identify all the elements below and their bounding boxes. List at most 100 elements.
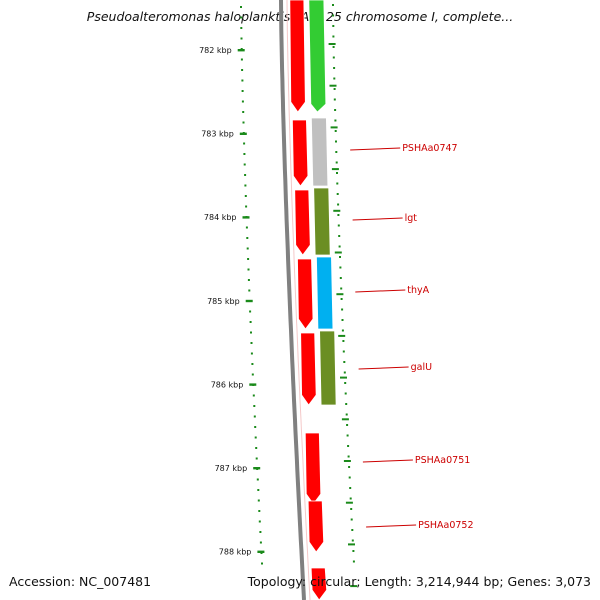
minor-tick bbox=[332, 46, 335, 48]
backbone-arc bbox=[279, 0, 306, 600]
minor-tick bbox=[333, 98, 336, 101]
gene-arrow-minus[interactable] bbox=[289, 0, 306, 113]
minor-tick bbox=[334, 119, 337, 122]
minor-tick bbox=[332, 4, 334, 6]
major-tick bbox=[237, 49, 245, 52]
gene-leader-line bbox=[358, 366, 409, 370]
minor-tick bbox=[334, 130, 337, 132]
minor-tick bbox=[351, 529, 354, 531]
minor-dash bbox=[350, 585, 358, 588]
minor-tick bbox=[257, 499, 260, 502]
minor-tick bbox=[240, 6, 242, 8]
minor-tick bbox=[336, 193, 339, 195]
minor-tick bbox=[335, 161, 338, 164]
genome-summary-text: Topology: circular; Length: 3,214,944 bp… bbox=[247, 574, 591, 589]
minor-tick bbox=[259, 541, 262, 544]
minor-tick bbox=[258, 510, 261, 512]
minor-tick bbox=[338, 245, 341, 248]
minor-tick bbox=[349, 497, 352, 500]
minor-tick bbox=[240, 16, 243, 19]
gene-label[interactable]: PSHAa0747 bbox=[402, 143, 457, 154]
major-tick-label: 783 kbp bbox=[201, 130, 234, 139]
gene-leader-line bbox=[355, 289, 406, 293]
gene-arrow-minus[interactable] bbox=[304, 432, 322, 505]
gene-label[interactable]: thyA bbox=[407, 285, 429, 296]
gene-label[interactable]: lgt bbox=[405, 213, 418, 224]
minor-tick bbox=[252, 394, 255, 397]
gene-arrow-minus[interactable] bbox=[291, 119, 309, 187]
minor-tick bbox=[345, 413, 348, 416]
minor-tick bbox=[350, 518, 353, 521]
gene-label[interactable]: galU bbox=[411, 362, 432, 373]
minor-tick bbox=[248, 289, 251, 292]
minor-tick bbox=[249, 321, 252, 323]
minor-tick bbox=[241, 79, 244, 82]
minor-tick bbox=[339, 266, 342, 269]
minor-tick bbox=[251, 363, 254, 365]
minor-tick bbox=[246, 237, 249, 239]
gene-arrow-minus[interactable] bbox=[300, 332, 317, 406]
minor-tick bbox=[243, 142, 246, 145]
minor-tick bbox=[351, 539, 354, 542]
major-tick-label: 785 kbp bbox=[207, 297, 240, 306]
cog-block-grey[interactable] bbox=[310, 117, 329, 187]
major-tick bbox=[245, 299, 253, 303]
minor-tick bbox=[247, 258, 250, 260]
minor-tick bbox=[241, 100, 244, 103]
minor-tick bbox=[334, 109, 337, 111]
gene-label[interactable]: PSHAa0751 bbox=[415, 455, 470, 466]
minor-tick bbox=[242, 111, 245, 113]
minor-tick bbox=[247, 268, 250, 271]
minor-tick bbox=[257, 489, 260, 491]
gene-arrow-plus[interactable] bbox=[308, 0, 327, 113]
minor-tick bbox=[243, 163, 246, 166]
minor-tick bbox=[256, 478, 259, 481]
minor-tick bbox=[332, 25, 335, 27]
minor-tick bbox=[348, 476, 351, 479]
minor-dash bbox=[330, 126, 338, 129]
minor-tick bbox=[344, 382, 347, 384]
minor-dash bbox=[341, 418, 349, 421]
minor-tick bbox=[250, 342, 253, 344]
minor-tick bbox=[332, 56, 335, 59]
gene-arrow-minus[interactable] bbox=[297, 258, 314, 330]
chromosome-backbone bbox=[279, 0, 311, 600]
minor-tick bbox=[241, 90, 244, 92]
cog-block-olive[interactable] bbox=[319, 330, 337, 406]
minor-tick bbox=[240, 27, 243, 29]
minor-tick bbox=[244, 195, 247, 197]
cog-block-blue[interactable] bbox=[316, 256, 334, 330]
minor-tick bbox=[347, 445, 350, 447]
minor-tick bbox=[333, 67, 336, 69]
gene-features[interactable] bbox=[289, 0, 337, 600]
minor-tick bbox=[259, 531, 262, 533]
minor-tick bbox=[336, 172, 338, 174]
minor-tick bbox=[338, 235, 341, 237]
minor-tick bbox=[253, 415, 256, 418]
gene-arrow-minus[interactable] bbox=[307, 500, 325, 553]
minor-tick bbox=[244, 184, 247, 187]
gene-arrow-minus[interactable] bbox=[294, 189, 311, 256]
cog-block-olive[interactable] bbox=[313, 187, 331, 256]
minor-tick bbox=[340, 287, 343, 290]
minor-tick bbox=[254, 426, 257, 428]
gene-label[interactable]: PSHAa0752 bbox=[418, 520, 473, 531]
minor-tick bbox=[348, 466, 351, 468]
minor-dash bbox=[328, 43, 336, 45]
minor-tick bbox=[254, 436, 257, 439]
minor-tick bbox=[241, 69, 244, 71]
minor-tick bbox=[258, 520, 261, 523]
gene-arrow-minus[interactable] bbox=[310, 567, 328, 600]
minor-tick bbox=[341, 308, 344, 311]
major-ticks: 782 kbp 783 kbp 784 kbp 785 kbp 786 kbp 787 k… bbox=[199, 46, 265, 557]
major-tick bbox=[249, 383, 257, 386]
major-tick-label: 786 kbp bbox=[211, 380, 244, 389]
minor-tick bbox=[240, 58, 243, 61]
minor-tick bbox=[346, 434, 349, 437]
minor-tick bbox=[240, 37, 243, 40]
gene-leader-line bbox=[366, 524, 417, 528]
minor-tick bbox=[340, 298, 343, 300]
minor-dash bbox=[348, 543, 355, 546]
gene-leader-line bbox=[352, 217, 403, 221]
